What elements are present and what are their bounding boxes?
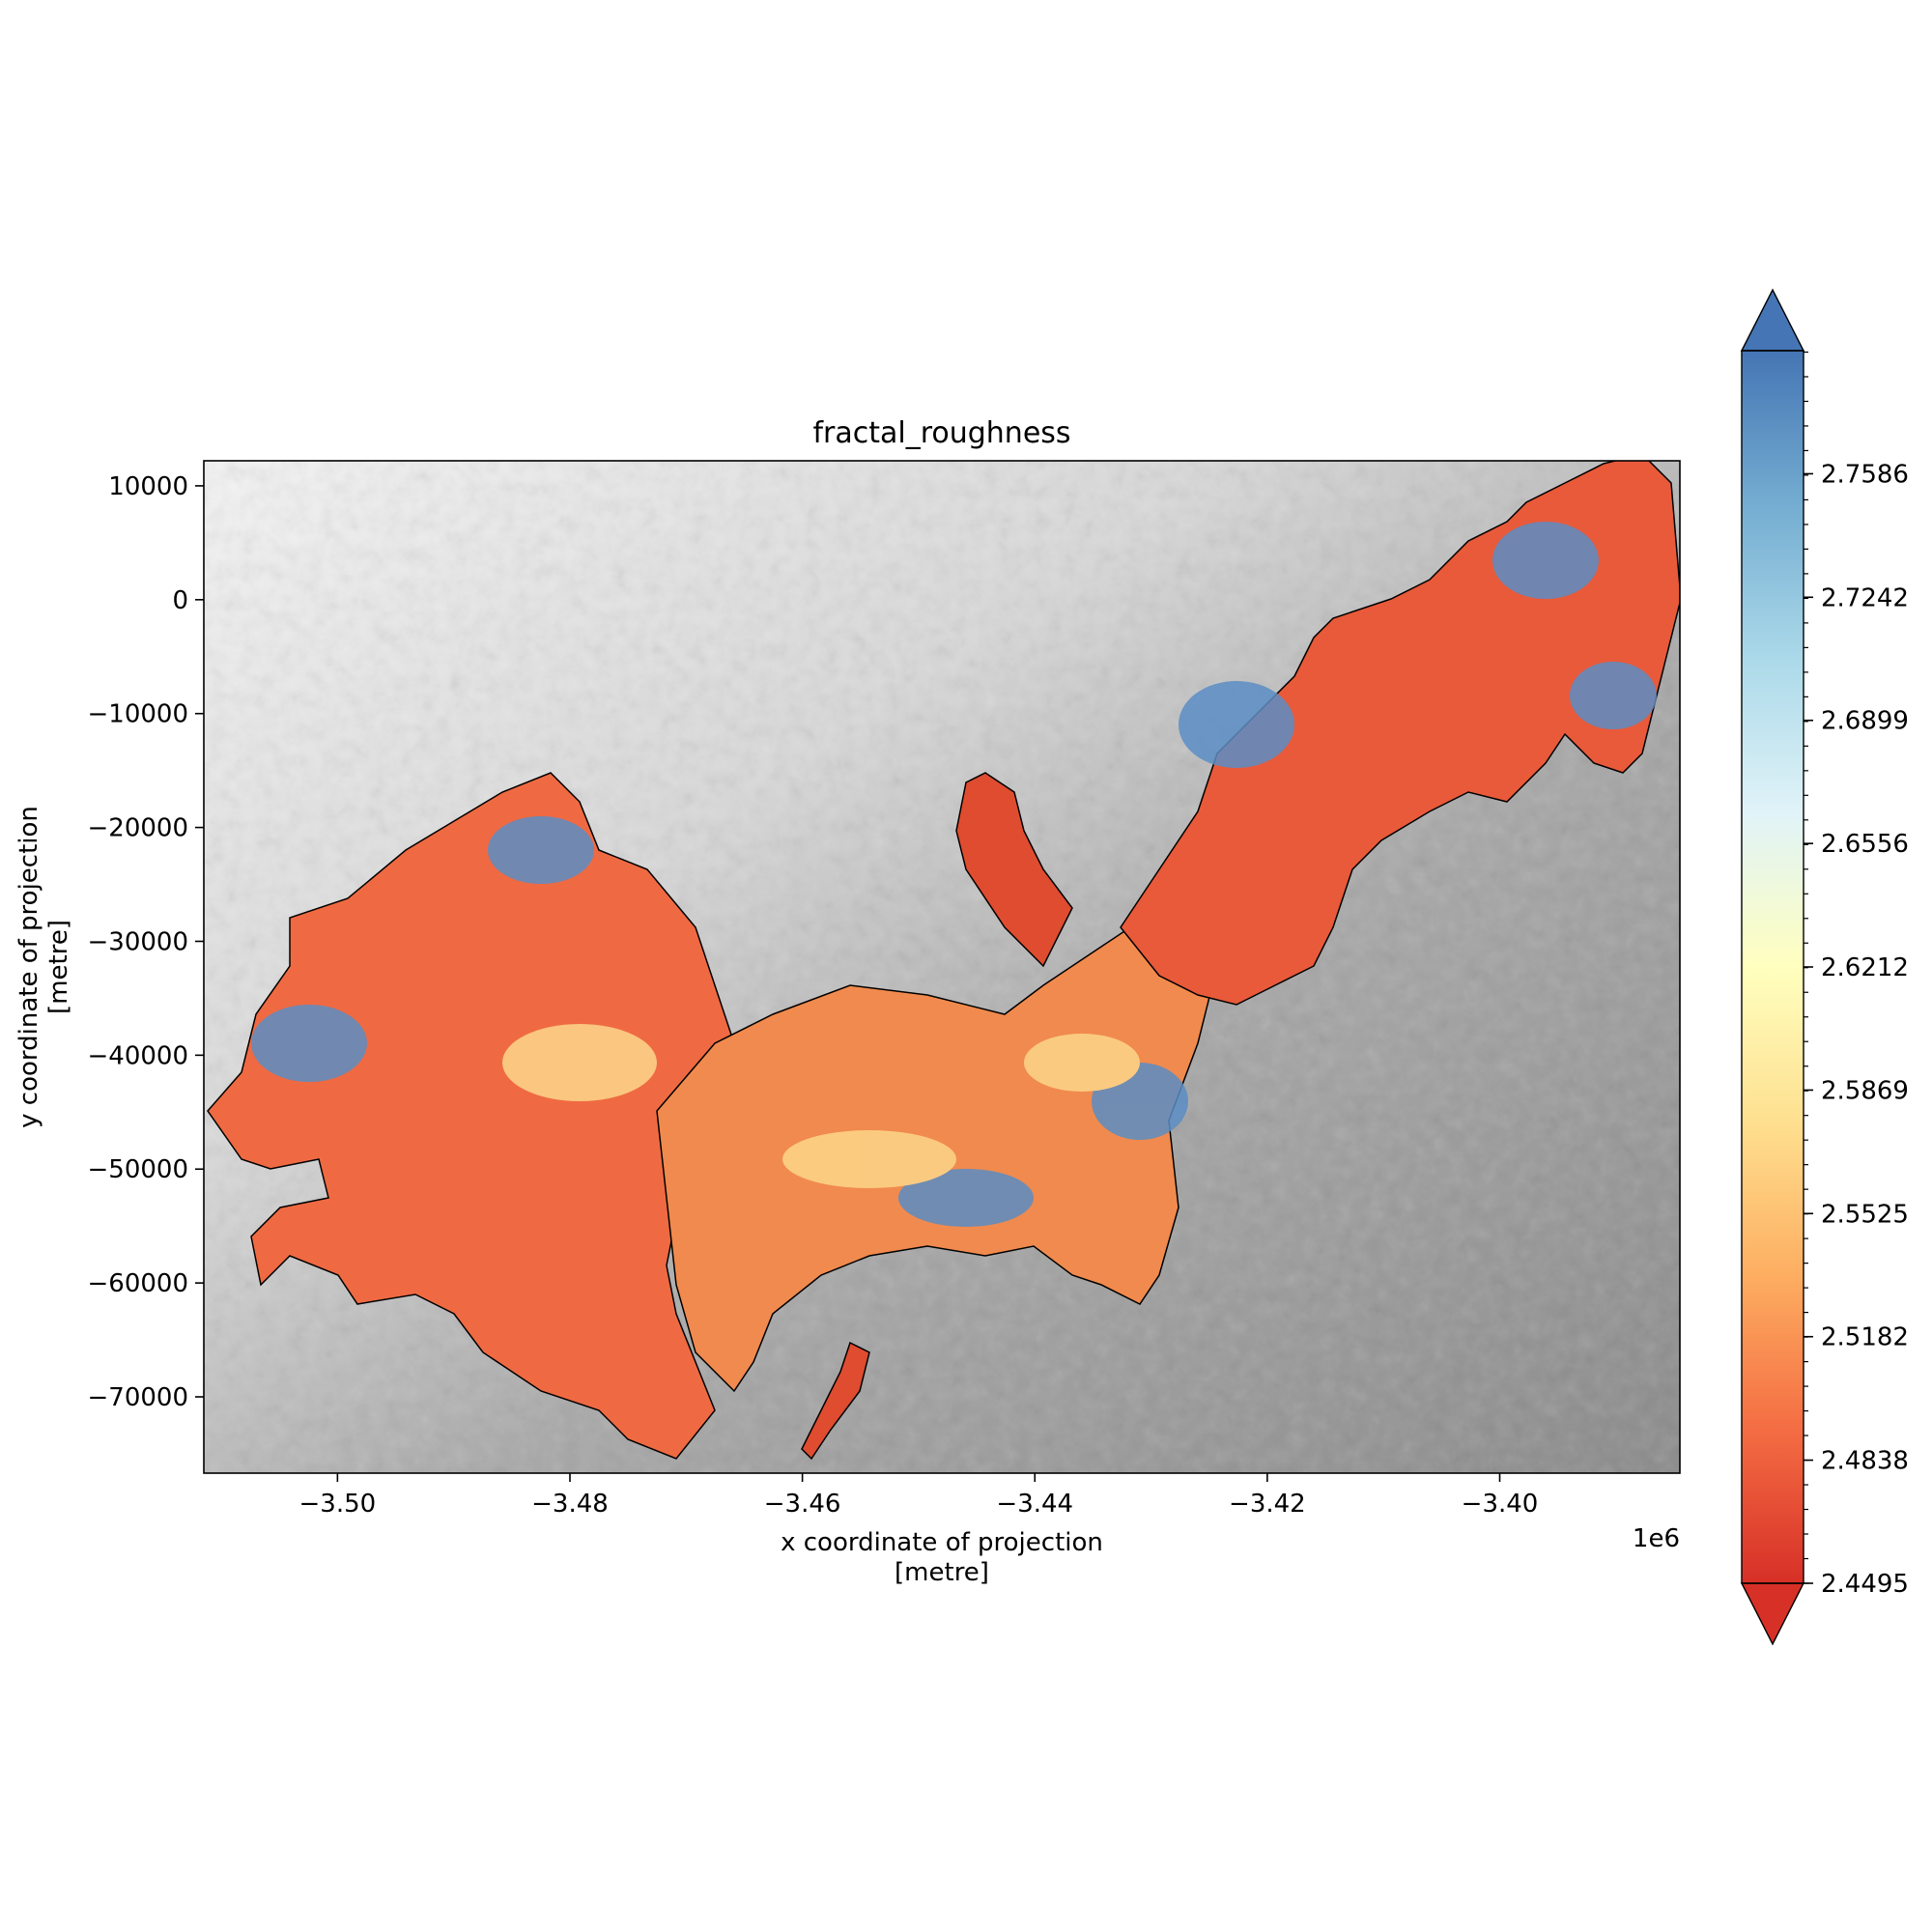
x-tick-label: −3.46 bbox=[764, 1490, 841, 1519]
yellow-zone bbox=[1024, 1034, 1140, 1092]
colorbar-tick-label: 2.5869 bbox=[1821, 1076, 1909, 1105]
glacier-highlights bbox=[251, 522, 1657, 1227]
plot-area bbox=[204, 461, 1680, 1473]
blue-zone bbox=[1179, 681, 1294, 768]
blue-zone bbox=[488, 816, 594, 884]
y-tick-label: −30000 bbox=[88, 927, 189, 956]
y-axis-ticks: 10000 0 −10000 −20000 −30000 −40000 −50000 −600… bbox=[88, 472, 204, 1412]
yellow-zone bbox=[502, 1024, 657, 1101]
y-axis-label: y coordinate of projection[metre] bbox=[14, 806, 73, 1128]
colorbar-tick-label: 2.7586 bbox=[1821, 460, 1909, 489]
colorbar-tick-label: 2.6556 bbox=[1821, 830, 1909, 859]
colorbar-tick-label: 2.5525 bbox=[1821, 1200, 1909, 1229]
glacier-south-tongue bbox=[801, 1341, 870, 1461]
blue-zone bbox=[898, 1169, 1034, 1227]
y-tick-label: −40000 bbox=[88, 1041, 189, 1070]
y-tick-label: −50000 bbox=[88, 1155, 189, 1184]
x-tick-label: −3.40 bbox=[1462, 1490, 1539, 1519]
x-tick-label: −3.42 bbox=[1229, 1490, 1306, 1519]
chart-title: fractal_roughness bbox=[812, 416, 1070, 450]
x-tick-label: −3.50 bbox=[299, 1490, 377, 1519]
y-tick-label: 10000 bbox=[108, 472, 188, 501]
x-tick-label: −3.48 bbox=[531, 1490, 609, 1519]
y-tick-label: −20000 bbox=[88, 814, 189, 843]
colorbar-ticks: 2.4495 2.4838 2.5182 2.5525 2.5869 2.6212 2.65… bbox=[1804, 351, 1909, 1599]
colorbar-gradient bbox=[1742, 351, 1804, 1583]
y-tick-label: −10000 bbox=[88, 700, 189, 729]
colorbar-tick-label: 2.5182 bbox=[1821, 1323, 1909, 1352]
x-axis-label: x coordinate of projection [metre] bbox=[781, 1528, 1103, 1587]
glacier-north-tongue bbox=[955, 772, 1073, 968]
x-tick-label: −3.44 bbox=[996, 1490, 1073, 1519]
colorbar-extend-min bbox=[1740, 1582, 1805, 1646]
colorbar-tick-label: 2.6899 bbox=[1821, 707, 1909, 736]
x-axis-offset-label: 1e6 bbox=[1633, 1524, 1680, 1553]
blue-zone bbox=[251, 1005, 367, 1082]
glacier-west-mass bbox=[207, 772, 735, 1460]
y-tick-label: 0 bbox=[172, 586, 188, 615]
blue-zone bbox=[1492, 522, 1599, 599]
y-tick-label: −60000 bbox=[88, 1269, 189, 1298]
yellow-zone bbox=[782, 1130, 956, 1188]
colorbar-tick-label: 2.7242 bbox=[1821, 583, 1909, 612]
x-axis-ticks: −3.50 −3.48 −3.46 −3.44 −3.42 −3.40 bbox=[299, 1473, 1539, 1519]
blue-zone bbox=[1570, 662, 1657, 729]
colorbar-tick-label: 2.6212 bbox=[1821, 953, 1909, 982]
colorbar-tick-label: 2.4495 bbox=[1821, 1570, 1909, 1599]
y-tick-label: −70000 bbox=[88, 1383, 189, 1412]
colorbar: 2.4495 2.4838 2.5182 2.5525 2.5869 2.6212 2.65… bbox=[1740, 288, 1909, 1646]
axes-frame bbox=[203, 460, 1681, 1474]
colorbar-tick-label: 2.4838 bbox=[1821, 1447, 1909, 1476]
colorbar-extend-max bbox=[1740, 288, 1805, 352]
